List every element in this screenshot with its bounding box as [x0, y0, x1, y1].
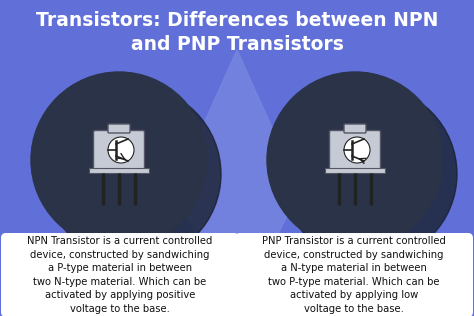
Ellipse shape — [45, 86, 221, 262]
Circle shape — [108, 137, 134, 163]
FancyBboxPatch shape — [93, 131, 145, 169]
FancyBboxPatch shape — [235, 233, 473, 316]
Bar — [325, 168, 385, 173]
Bar — [89, 168, 149, 173]
FancyBboxPatch shape — [344, 124, 366, 133]
Text: NPN Transistor is a current controlled
device, constructed by sandwiching
a P-ty: NPN Transistor is a current controlled d… — [27, 236, 213, 314]
Text: and PNP Transistors: and PNP Transistors — [130, 34, 344, 53]
Text: Transistors: Differences between NPN: Transistors: Differences between NPN — [36, 10, 438, 29]
Ellipse shape — [281, 86, 457, 262]
FancyBboxPatch shape — [329, 131, 381, 169]
FancyBboxPatch shape — [1, 233, 239, 316]
Polygon shape — [174, 50, 300, 316]
FancyBboxPatch shape — [108, 124, 130, 133]
Circle shape — [344, 137, 370, 163]
Text: PNP Transistor is a current controlled
device, constructed by sandwiching
a N-ty: PNP Transistor is a current controlled d… — [262, 236, 446, 314]
Ellipse shape — [267, 72, 443, 248]
Ellipse shape — [31, 72, 207, 248]
